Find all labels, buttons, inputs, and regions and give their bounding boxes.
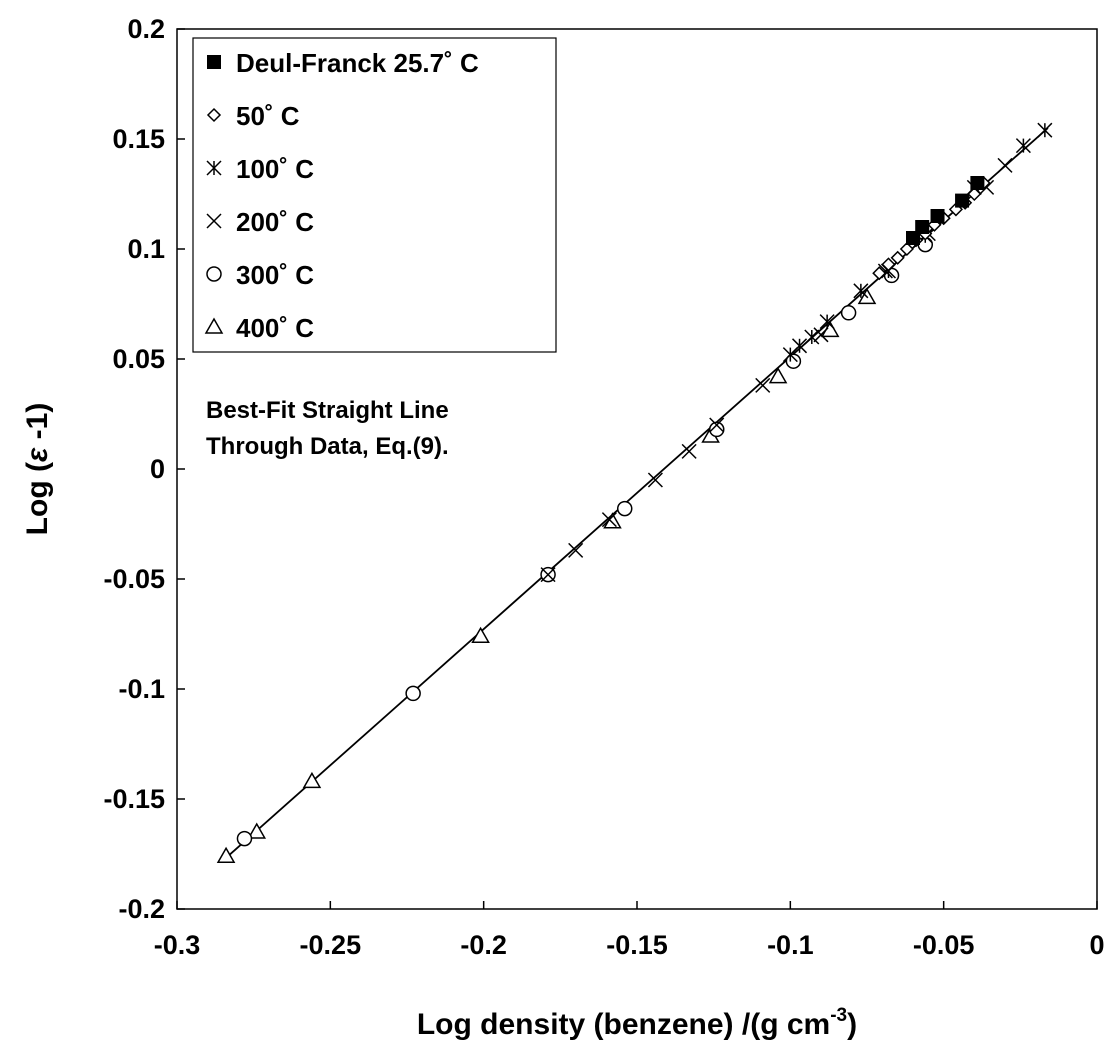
data-point — [955, 193, 970, 208]
data-point — [616, 500, 633, 517]
data-point — [236, 830, 253, 847]
y-tick-label: -0.1 — [118, 674, 165, 704]
data-point — [930, 209, 945, 223]
data-point — [967, 186, 982, 202]
y-tick-label: 0.15 — [112, 124, 165, 154]
data-point — [568, 542, 584, 558]
data-point — [813, 327, 829, 343]
x-tick-label: -0.25 — [300, 930, 362, 960]
legend-label: 400˚ C — [236, 313, 314, 343]
legend-marker — [206, 266, 222, 282]
data-point — [216, 846, 236, 863]
x-axis: -0.3 -0.25 -0.2 -0.15 -0.1 -0.05 0 — [154, 901, 1105, 960]
annotation-line-2: Through Data, Eq.(9). — [206, 433, 449, 460]
x-tick-label: 0 — [1089, 930, 1104, 960]
y-tick-label: 0.1 — [127, 234, 165, 264]
legend-label: 300˚ C — [236, 260, 314, 290]
data-point — [755, 377, 771, 393]
data-point — [792, 338, 808, 354]
data-point — [840, 305, 857, 321]
y-tick-label: 0.2 — [127, 14, 165, 44]
data-point — [906, 231, 920, 245]
legend-item: 200˚ C — [206, 207, 314, 237]
legend-box — [192, 37, 557, 353]
legend: Deul-Franck 25.7˚ C 50˚ C 100˚ C 200˚ C 300˚… — [192, 37, 557, 353]
data-point — [247, 822, 267, 839]
y-tick-label: 0.05 — [112, 344, 165, 374]
legend-label: 50˚ C — [236, 101, 300, 131]
legend-item: Deul-Franck 25.7˚ C — [207, 48, 479, 78]
data-point — [471, 626, 490, 643]
data-point — [853, 283, 869, 299]
legend-marker — [207, 55, 221, 69]
y-axis-title: Log (ε -1) — [21, 403, 54, 536]
legend-item: 100˚ C — [206, 154, 314, 184]
legend-marker — [206, 107, 222, 123]
data-markers — [216, 122, 1053, 863]
data-point — [1015, 138, 1031, 154]
data-point — [899, 241, 914, 257]
data-point — [601, 512, 617, 528]
x-tick-label: -0.3 — [154, 930, 201, 960]
x-tick-label: -0.15 — [606, 930, 668, 960]
y-tick-label: -0.15 — [103, 784, 165, 814]
annotation-line-1: Best-Fit Straight Line — [206, 397, 449, 424]
data-point — [819, 314, 835, 330]
legend-item: 50˚ C — [206, 101, 300, 131]
y-axis: -0.2 -0.15 -0.1 -0.05 0 0.05 0.1 0.15 0.2 — [103, 14, 185, 924]
x-tick-label: -0.2 — [460, 930, 507, 960]
data-point — [405, 685, 421, 702]
data-point — [804, 329, 820, 345]
legend-item: 300˚ C — [206, 260, 314, 290]
data-point — [708, 421, 725, 438]
legend-label: 200˚ C — [236, 207, 314, 237]
data-point — [302, 771, 322, 789]
x-axis-title: Log density (benzene) /(g cm-3) — [417, 1005, 857, 1041]
data-point — [709, 417, 725, 433]
data-point — [647, 472, 663, 488]
legend-marker — [206, 160, 222, 176]
x-tick-label: -0.05 — [913, 930, 975, 960]
data-point — [890, 250, 905, 265]
data-point — [915, 220, 930, 234]
data-point — [768, 367, 788, 384]
legend-item: 400˚ C — [204, 313, 314, 343]
legend-label: Deul-Franck 25.7˚ C — [236, 48, 479, 78]
legend-marker — [204, 317, 224, 334]
data-point — [872, 266, 887, 281]
x-tick-label: -0.1 — [767, 930, 814, 960]
data-point — [540, 567, 556, 583]
legend-marker — [206, 213, 222, 229]
data-point — [997, 157, 1013, 173]
data-point — [881, 257, 896, 272]
y-tick-label: -0.2 — [118, 894, 165, 924]
y-tick-label: 0 — [150, 454, 165, 484]
data-point — [970, 176, 985, 190]
y-tick-label: -0.05 — [103, 564, 165, 594]
legend-label: 100˚ C — [236, 154, 314, 184]
data-point — [681, 443, 697, 459]
data-point — [1037, 122, 1053, 138]
